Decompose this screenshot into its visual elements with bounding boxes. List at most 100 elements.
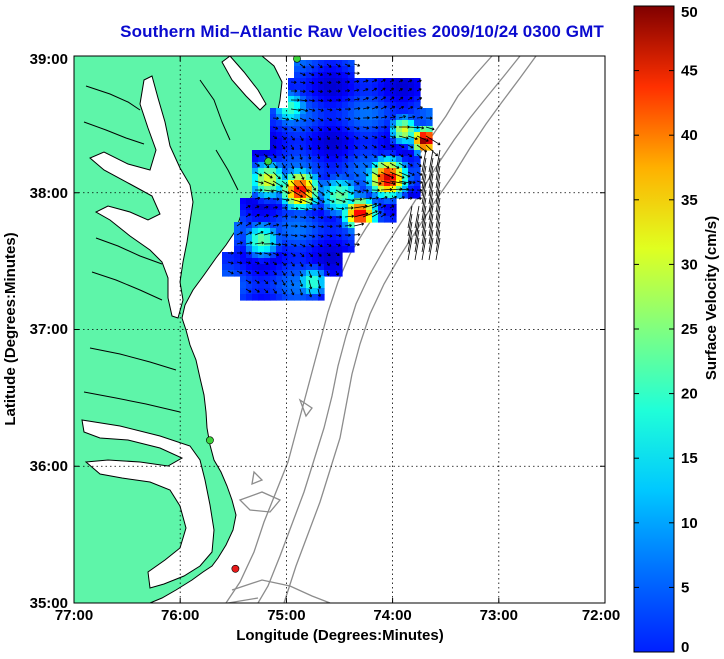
velocity-cell	[342, 228, 349, 235]
velocity-cell	[396, 114, 403, 121]
velocity-cell	[402, 126, 409, 133]
velocity-vector	[317, 63, 323, 69]
velocity-vector	[245, 241, 253, 245]
velocity-cell	[282, 138, 289, 145]
velocity-cell	[378, 138, 385, 145]
velocity-vector	[421, 157, 427, 181]
velocity-cell	[378, 192, 385, 199]
velocity-cell	[414, 120, 421, 127]
velocity-vector	[281, 180, 289, 187]
velocity-cell	[294, 174, 301, 181]
velocity-vector	[299, 270, 303, 277]
velocity-cell	[378, 216, 385, 223]
velocity-cell	[276, 150, 283, 157]
velocity-vector	[362, 153, 368, 159]
velocity-vector	[344, 180, 351, 186]
velocity-vector	[308, 153, 312, 160]
velocity-vector	[254, 241, 265, 245]
velocity-cell	[330, 222, 337, 229]
velocity-cell	[330, 102, 337, 109]
velocity-cell	[360, 144, 367, 151]
velocity-cell	[342, 156, 349, 163]
velocity-cell	[330, 270, 337, 277]
velocity-cell	[252, 258, 259, 265]
velocity-cell	[312, 120, 319, 127]
velocity-cell	[300, 186, 307, 193]
velocity-cell	[336, 210, 343, 217]
velocity-cell	[420, 138, 427, 145]
velocity-cell	[300, 228, 307, 235]
velocity-cell	[294, 78, 301, 85]
lon-tick-label: 74:00	[373, 607, 411, 624]
velocity-cell	[336, 198, 343, 205]
velocity-cell	[312, 240, 319, 247]
velocity-cell	[426, 114, 433, 121]
velocity-cell	[336, 138, 343, 145]
velocity-cell	[324, 174, 331, 181]
lon-tick-label: 76:00	[161, 607, 199, 624]
velocity-vector	[335, 126, 341, 131]
velocity-vector	[317, 81, 323, 85]
velocity-cell	[384, 126, 391, 133]
velocity-vector	[362, 106, 370, 110]
velocity-cell	[234, 264, 241, 271]
velocity-cell	[360, 78, 367, 85]
velocity-cell	[288, 132, 295, 139]
velocity-vector	[335, 135, 340, 140]
velocity-vector	[299, 153, 303, 160]
velocity-cell	[288, 288, 295, 295]
velocity-vector	[317, 252, 322, 257]
velocity-cell	[420, 132, 427, 139]
velocity-vector	[245, 231, 253, 236]
velocity-cell	[348, 120, 355, 127]
velocity-cell	[270, 186, 277, 193]
velocity-cell	[288, 216, 295, 223]
velocity-cell	[294, 150, 301, 157]
velocity-cell	[294, 288, 301, 295]
velocity-cell	[348, 72, 355, 79]
velocity-cell	[264, 252, 271, 259]
velocity-cell	[312, 108, 319, 115]
velocity-cell	[300, 222, 307, 229]
velocity-cell	[348, 90, 355, 97]
velocity-cell	[384, 180, 391, 187]
velocity-cell	[378, 108, 385, 115]
velocity-cell	[336, 186, 343, 193]
velocity-cell	[384, 78, 391, 85]
velocity-vector	[281, 162, 286, 169]
velocity-vector	[326, 98, 333, 102]
velocity-cell	[324, 246, 331, 253]
velocity-cell	[288, 234, 295, 241]
velocity-cell	[402, 144, 409, 151]
velocity-cell	[366, 162, 373, 169]
x-axis-label: Longitude (Degrees:Minutes)	[236, 627, 444, 644]
velocity-cell	[312, 174, 319, 181]
velocity-cell	[306, 246, 313, 253]
velocity-cell	[306, 294, 313, 301]
velocity-vector	[263, 252, 272, 256]
velocity-cell	[378, 114, 385, 121]
velocity-cell	[324, 270, 331, 277]
velocity-cell	[306, 96, 313, 103]
velocity-cell	[252, 264, 259, 271]
velocity-vector	[317, 225, 324, 229]
velocity-cell	[336, 114, 343, 121]
velocity-cell	[336, 174, 343, 181]
velocity-cell	[330, 72, 337, 79]
velocity-cell	[372, 132, 379, 139]
velocity-cell	[324, 138, 331, 145]
velocity-cell	[348, 168, 355, 175]
velocity-cell	[282, 120, 289, 127]
velocity-cell	[372, 186, 379, 193]
velocity-cell	[360, 114, 367, 121]
velocity-vector	[335, 180, 342, 187]
velocity-cell	[276, 276, 283, 283]
velocity-vector	[371, 125, 379, 130]
velocity-cell	[252, 210, 259, 217]
velocity-cell	[240, 222, 247, 229]
velocity-cell	[342, 90, 349, 97]
velocity-cell	[396, 192, 403, 199]
velocity-cell	[348, 240, 355, 247]
velocity-cell	[342, 84, 349, 91]
velocity-cell	[330, 264, 337, 271]
